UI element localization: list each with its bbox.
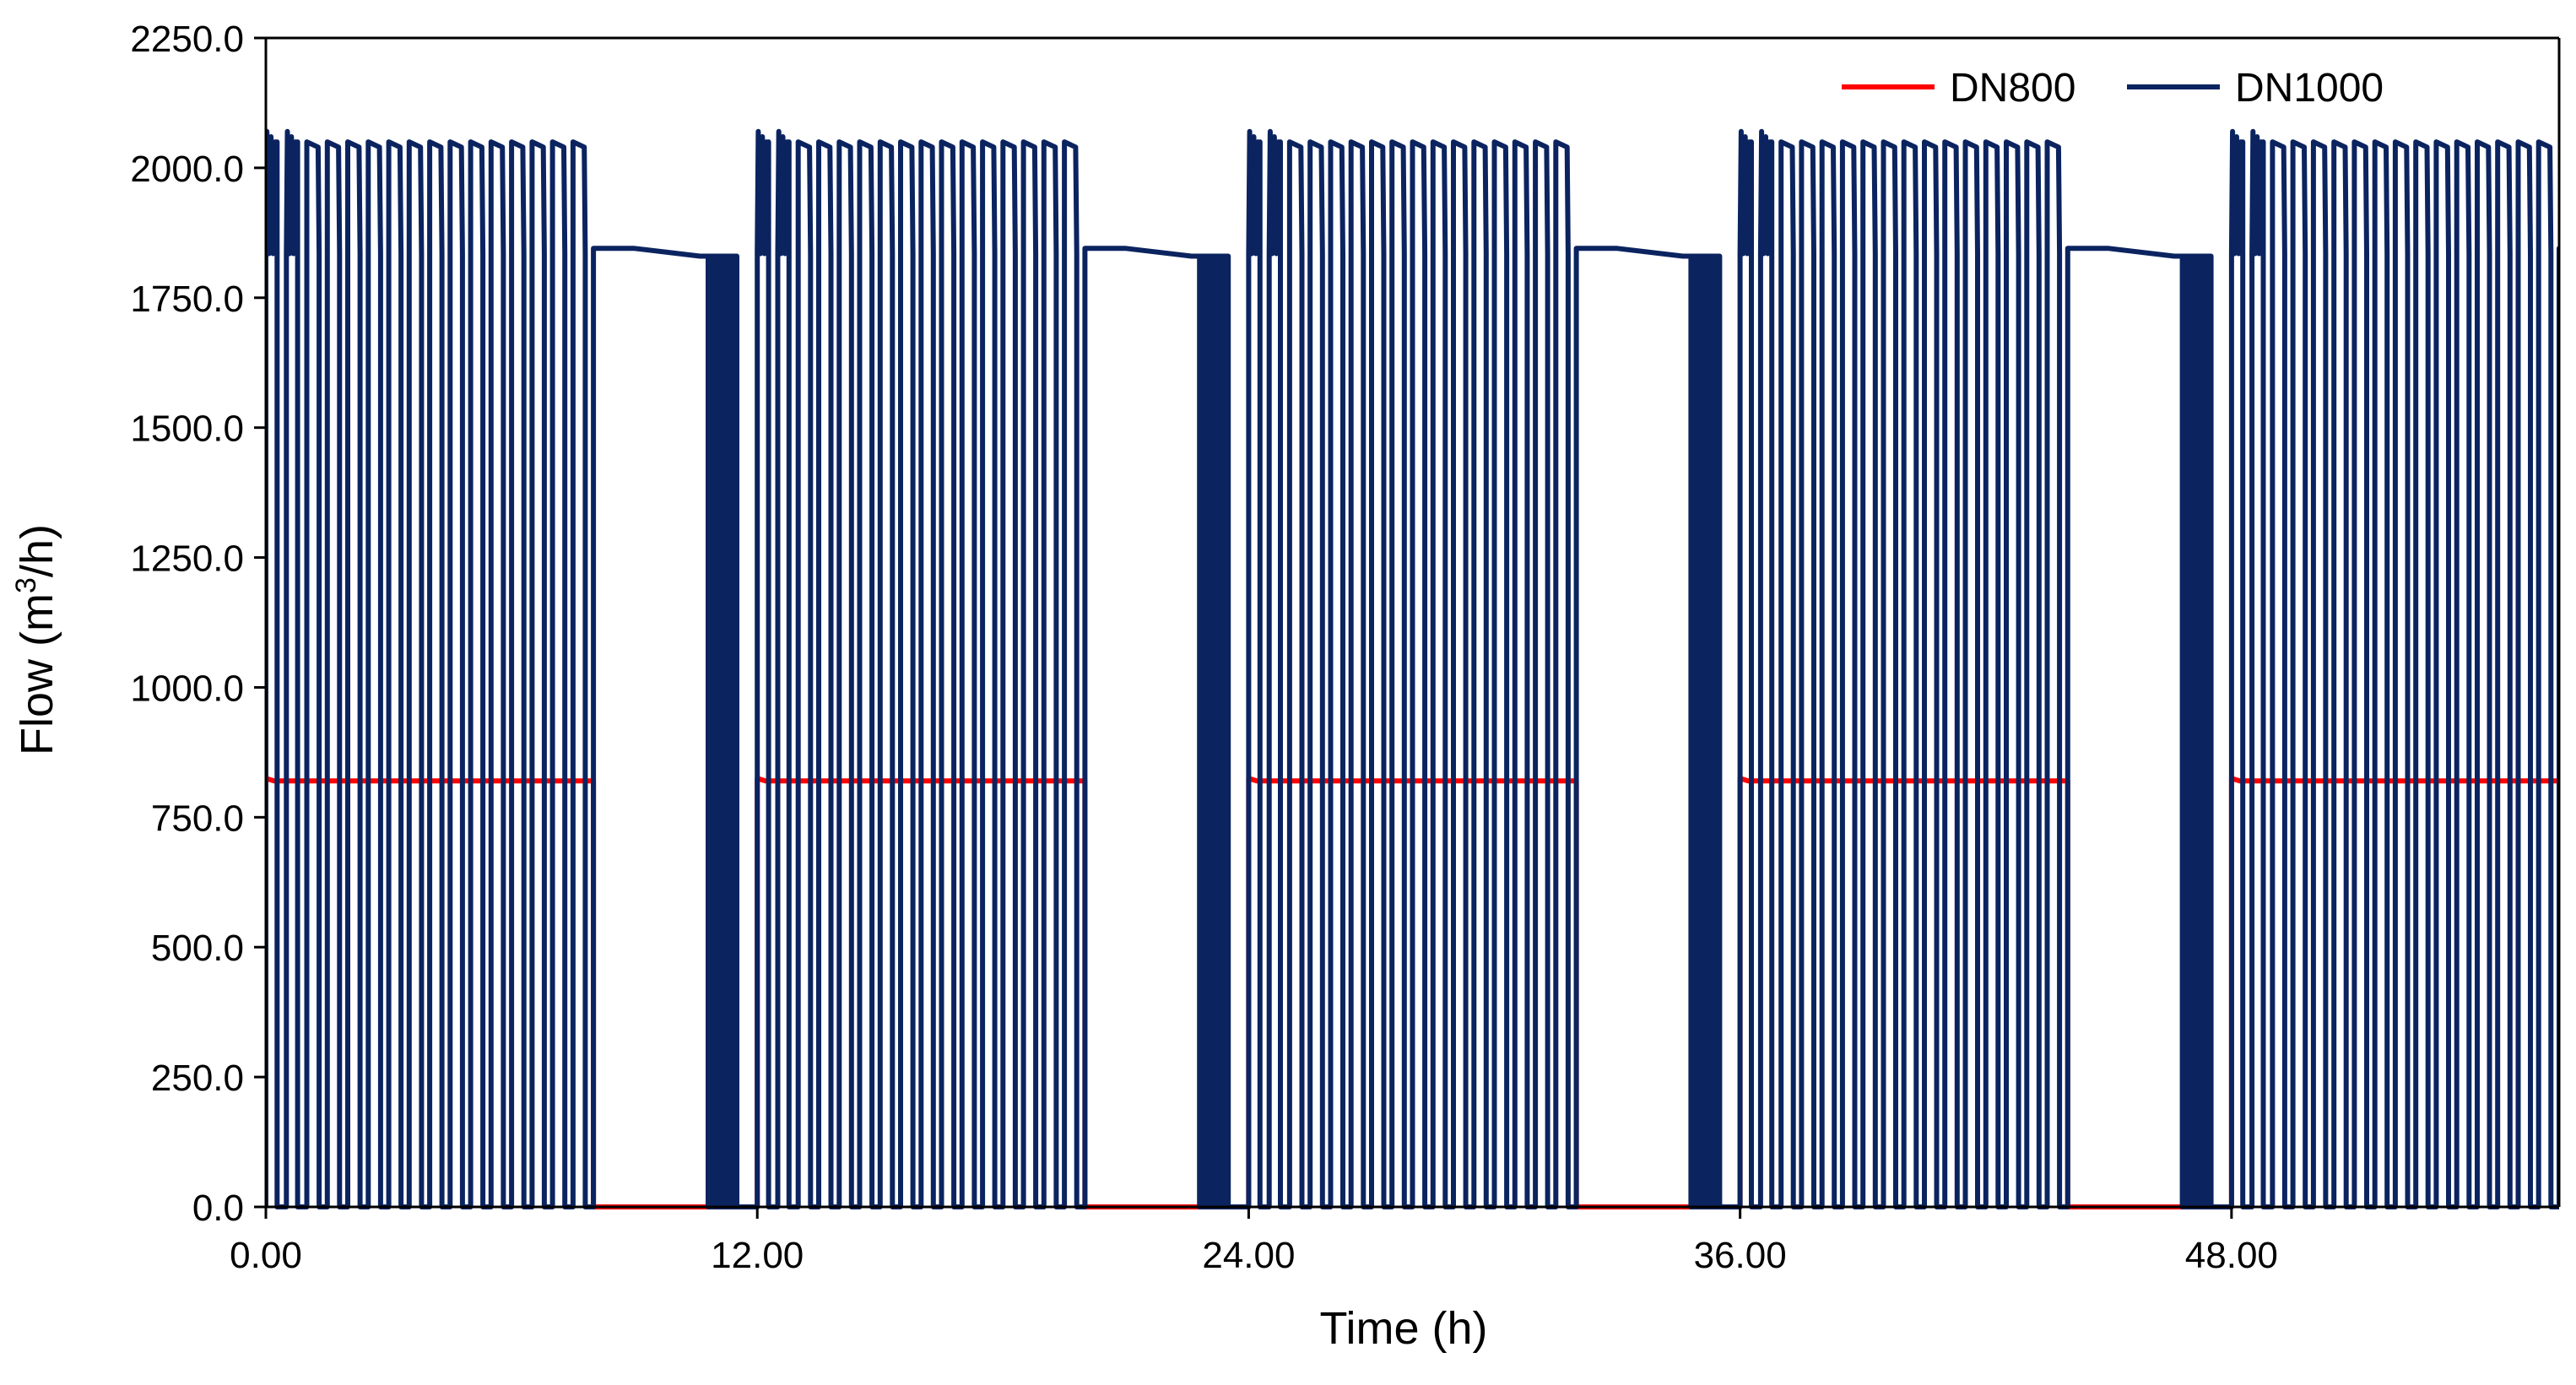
legend: DN800 DN1000	[1842, 66, 2384, 111]
legend-label-dn1000: DN1000	[2235, 66, 2384, 111]
y-tick-label: 1250.0	[130, 538, 244, 580]
tick-labels: 0.0 250.0 500.0 750.0 1000.0 1250.0 1500.0 1750…	[130, 19, 2277, 1276]
y-tick-label: 0.0	[192, 1188, 244, 1229]
y-tick-label: 250.0	[151, 1058, 244, 1099]
x-axis-title: Time (h)	[1320, 1303, 1488, 1354]
y-tick-label: 2000.0	[130, 149, 244, 190]
legend-label-dn800: DN800	[1950, 66, 2075, 111]
x-tick-label: 0.00	[230, 1235, 302, 1276]
y-tick-label: 1750.0	[130, 279, 244, 320]
series-line-dn1000	[266, 128, 2559, 1209]
x-tick-label: 36.00	[1694, 1235, 1787, 1276]
y-tick-label: 1000.0	[130, 668, 244, 709]
y-tick-label: 500.0	[151, 928, 244, 969]
y-tick-label: 2250.0	[130, 19, 244, 60]
plot-area	[266, 128, 2559, 1209]
axes	[254, 36, 2561, 1219]
x-tick-label: 24.00	[1202, 1235, 1295, 1276]
x-tick-label: 48.00	[2185, 1235, 2278, 1276]
y-axis-title-superscript: 3	[10, 577, 42, 593]
y-tick-label: 1500.0	[130, 408, 244, 450]
y-axis-title: Flow (m3/h)	[10, 524, 62, 755]
x-tick-label: 12.00	[711, 1235, 804, 1276]
y-tick-label: 750.0	[151, 798, 244, 839]
